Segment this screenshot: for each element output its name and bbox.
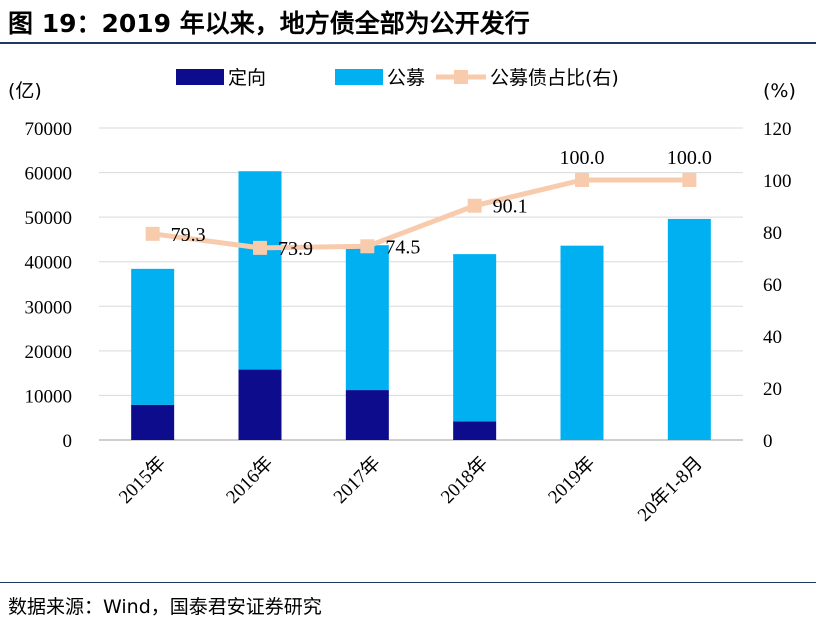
left-tick-label: 70000	[25, 119, 73, 140]
bar-directed	[238, 369, 282, 440]
x-tick-label: 2015年	[114, 452, 170, 508]
legend-swatch	[176, 69, 224, 85]
legend-label: 公募	[387, 67, 425, 89]
bar-public	[667, 218, 711, 440]
public-share-marker	[575, 173, 589, 187]
public-share-marker	[360, 239, 375, 254]
public-share-marker	[253, 240, 267, 255]
left-tick-label: 50000	[25, 208, 73, 229]
right-tick-label: 80	[763, 223, 782, 244]
bar-public	[453, 254, 497, 422]
data-label: 90.1	[493, 196, 528, 218]
left-tick-label: 10000	[25, 386, 73, 407]
x-tick-label: 2016年	[222, 452, 278, 508]
bar-public	[345, 245, 389, 391]
right-tick-label: 120	[763, 119, 792, 140]
left-tick-label: 20000	[25, 342, 73, 363]
x-tick-label: 2019年	[544, 452, 600, 508]
left-tick-label: 40000	[25, 253, 73, 274]
legend-swatch	[335, 69, 383, 85]
data-label: 73.9	[278, 238, 313, 260]
bar-public	[238, 171, 282, 370]
bar-directed	[345, 390, 389, 440]
public-share-marker	[682, 173, 697, 187]
left-tick-label: 60000	[25, 164, 73, 185]
right-tick-label: 0	[763, 431, 773, 452]
left-axis-unit: (亿)	[8, 80, 42, 102]
source-note: 数据来源：Wind，国泰君安证券研究	[8, 596, 322, 618]
right-axis-unit: (%)	[763, 80, 796, 102]
title-divider	[0, 42, 816, 44]
data-label: 74.5	[385, 236, 420, 258]
right-tick-label: 40	[763, 327, 782, 348]
right-tick-label: 60	[763, 275, 782, 296]
chart: 0 10000 20000 30000 40000 50000 60000 70000 0 20 4…	[8, 67, 796, 526]
x-tick-label: 2017年	[329, 452, 385, 508]
public-share-line	[152, 177, 690, 251]
bar-directed	[131, 404, 175, 440]
x-tick-label: 20年1-8月	[633, 452, 707, 526]
right-tick-label: 20	[763, 379, 782, 400]
public-share-marker	[467, 198, 482, 213]
left-tick-label: 0	[63, 431, 73, 452]
bar-public	[560, 245, 604, 440]
data-label: 79.3	[171, 224, 206, 246]
source-divider	[0, 582, 816, 583]
page-title: 图 19：2019 年以来，地方债全部为公开发行	[8, 9, 530, 38]
bar-public	[131, 268, 175, 405]
x-tick-label: 2018年	[436, 452, 492, 508]
right-tick-label: 100	[763, 171, 792, 192]
legend-marker	[454, 70, 468, 84]
legend-label: 定向	[228, 67, 266, 89]
bar-directed	[453, 421, 497, 440]
data-label: 100.0	[667, 147, 712, 169]
data-label: 100.0	[560, 147, 605, 169]
left-tick-label: 30000	[25, 297, 73, 318]
public-share-marker	[145, 226, 160, 241]
legend-label: 公募债占比(右)	[490, 67, 619, 89]
